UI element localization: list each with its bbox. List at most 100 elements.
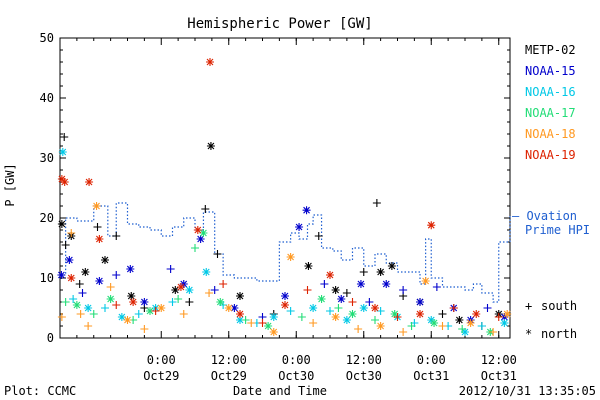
north-point (416, 298, 424, 306)
north-point (123, 316, 132, 324)
x-tick-label-date: Oct29 (211, 369, 247, 383)
south-point (78, 289, 87, 297)
x-tick-label-time: 12:00 (211, 353, 247, 367)
north-point (129, 298, 138, 306)
north-point (331, 286, 340, 294)
south-point (314, 232, 323, 240)
legend-entry-noaa-17: NOAA-17 (525, 106, 576, 120)
north-point (127, 292, 136, 300)
north-point (72, 301, 81, 309)
south-point (61, 241, 70, 249)
north-point (376, 322, 385, 330)
south-point (241, 316, 250, 324)
north-point (371, 304, 379, 312)
south-point (247, 319, 256, 327)
south-point (365, 298, 374, 306)
series-noaa-16 (58, 148, 509, 336)
south-point (69, 295, 78, 303)
north-point (206, 58, 214, 66)
north-point (302, 206, 311, 215)
south-point (320, 280, 329, 288)
south-point (76, 310, 85, 318)
south-point (213, 250, 222, 258)
south-point (101, 304, 109, 312)
south-point (75, 280, 84, 288)
series-noaa-17 (61, 229, 495, 336)
south-point (61, 298, 70, 306)
south-point (185, 298, 194, 306)
plot-frame (59, 37, 511, 339)
south-point (112, 271, 121, 279)
south-point (303, 286, 312, 294)
south-point (477, 322, 486, 330)
legend-marker-south-label: south (541, 299, 577, 313)
south-point (258, 319, 267, 327)
north-point (92, 202, 101, 210)
ovation-hpi-step-line (60, 202, 511, 303)
legend-ovation-dash: — Ovation (512, 209, 577, 223)
south-point (438, 310, 447, 318)
y-tick-label: 10 (40, 271, 54, 285)
north-point (224, 304, 233, 312)
north-point (503, 310, 512, 318)
north-point (95, 277, 104, 285)
south-point (166, 265, 175, 273)
south-point (348, 298, 357, 306)
south-point (151, 307, 160, 315)
north-point (101, 256, 109, 264)
series-metp-02 (57, 133, 503, 330)
south-point (399, 286, 408, 294)
y-axis-label: P [GW] (3, 163, 17, 206)
north-point (337, 295, 346, 303)
north-point (193, 226, 202, 234)
legend-entry-metp-02: METP-02 (525, 43, 576, 57)
north-point (57, 220, 66, 228)
south-point (93, 223, 102, 231)
legend-marker-south-symbol: + (525, 299, 532, 313)
y-tick-label: 50 (40, 31, 54, 45)
south-point (112, 232, 121, 240)
south-point (174, 295, 183, 303)
y-axis-ticks: 0 10 20 30 40 50 (40, 31, 510, 345)
legend-entry-noaa-18: NOAA-18 (525, 127, 576, 141)
x-tick-label-time: 12:00 (481, 353, 517, 367)
south-point (489, 328, 498, 336)
series-noaa-19 (57, 58, 503, 327)
south-point (399, 328, 408, 336)
south-point (326, 307, 334, 315)
north-point (216, 298, 225, 306)
south-point (393, 313, 402, 321)
north-point (67, 274, 76, 282)
north-point (281, 292, 289, 300)
north-point (202, 268, 211, 276)
south-point (334, 304, 343, 312)
north-point (356, 280, 365, 288)
north-point (236, 316, 244, 324)
south-point (84, 322, 93, 330)
north-point (387, 262, 396, 270)
y-tick-label: 30 (40, 151, 54, 165)
south-point (201, 205, 210, 213)
south-point (112, 301, 121, 309)
north-point (331, 313, 340, 321)
south-point (179, 310, 188, 318)
south-point (359, 268, 368, 276)
south-point (134, 310, 143, 318)
series-noaa-18 (57, 202, 512, 336)
north-point (342, 316, 351, 324)
legend-entry-noaa-15: NOAA-15 (525, 64, 576, 78)
north-point (304, 262, 313, 270)
south-point (89, 310, 98, 318)
south-point (438, 322, 447, 330)
north-point (430, 319, 439, 327)
x-tick-label-time: 12:00 (346, 353, 382, 367)
north-point (117, 313, 126, 321)
y-tick-label: 20 (40, 211, 54, 225)
chart-title: Hemispheric Power [GW] (187, 16, 372, 32)
south-point (458, 325, 467, 333)
north-point (84, 304, 93, 312)
south-point (219, 280, 228, 288)
north-point (126, 265, 135, 273)
legend-marker-north-symbol: * (525, 327, 532, 341)
north-point (461, 328, 469, 336)
